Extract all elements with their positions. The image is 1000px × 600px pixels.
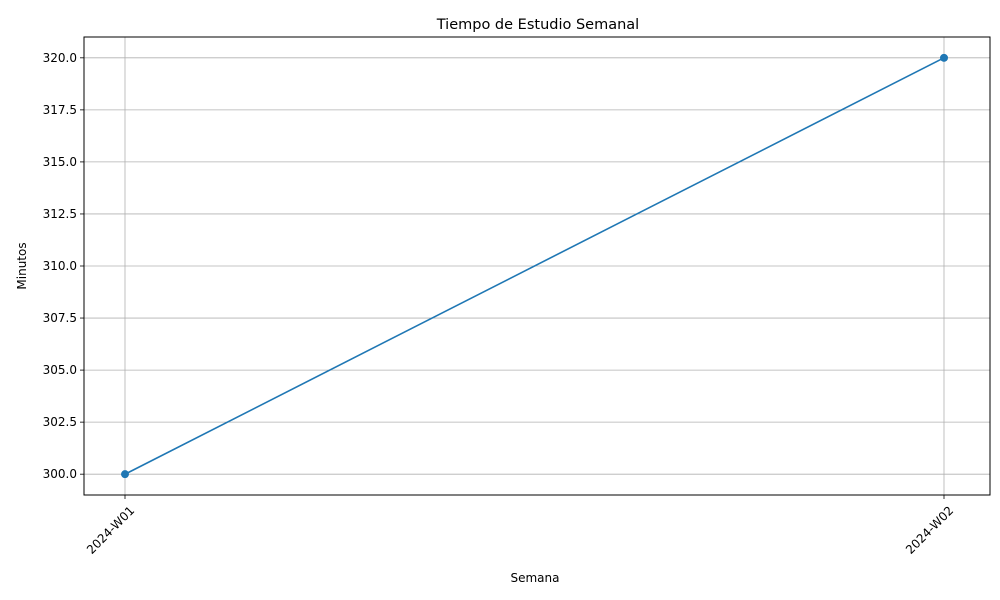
data-point (940, 53, 948, 62)
y-tick-label: 315.0 (43, 155, 77, 169)
series-layer (121, 53, 948, 479)
y-tick-label: 307.5 (43, 311, 77, 325)
chart-title: Tiempo de Estudio Semanal (436, 17, 639, 33)
y-tick-label: 310.0 (43, 259, 77, 273)
y-tick-label: 317.5 (43, 103, 77, 117)
y-tick-label: 302.5 (43, 415, 77, 429)
x-tick-label: 2024-W02 (903, 503, 956, 556)
x-tick-label: 2024-W01 (84, 503, 137, 556)
x-axis-ticks: 2024-W01 2024-W02 (84, 495, 956, 557)
y-axis-ticks: 300.0 302.5 305.0 307.5 310.0 312.5 315.0 317.5… (43, 51, 84, 481)
series-line (124, 57, 945, 475)
y-tick-label: 305.0 (43, 363, 77, 377)
grid-lines (84, 37, 990, 495)
y-tick-label: 320.0 (43, 51, 77, 65)
y-tick-label: 300.0 (43, 467, 77, 481)
y-axis-label: Minutos (15, 242, 29, 289)
x-axis-label: Semana (510, 571, 559, 585)
data-point (121, 470, 129, 479)
y-tick-label: 312.5 (43, 207, 77, 221)
